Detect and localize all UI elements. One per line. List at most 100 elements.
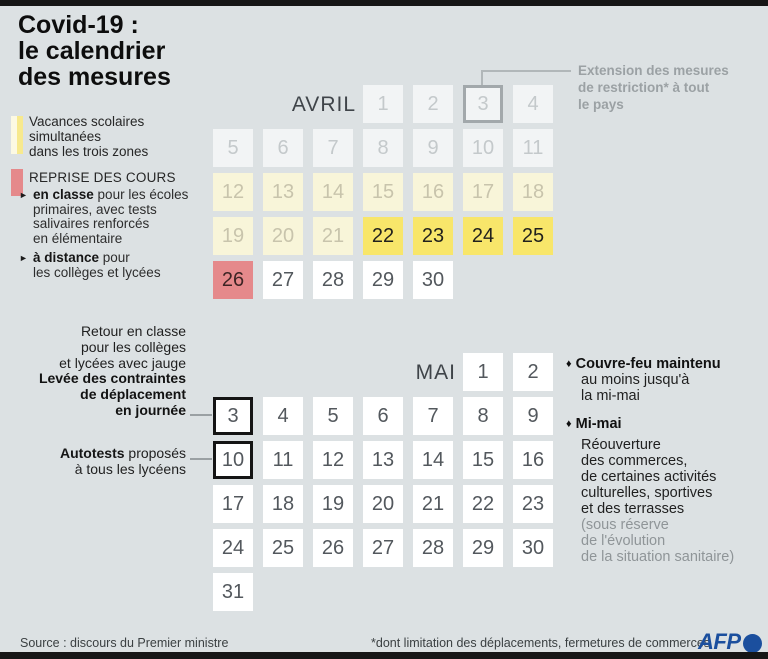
legend-bullet-a-distance: à distance pour les collèges et lycées bbox=[33, 250, 203, 280]
annotation-extension-mesures: Extension des mesures de restriction* à … bbox=[578, 62, 763, 113]
april-calendar-cell-12: 12 bbox=[213, 173, 253, 211]
april-calendar-cell-8: 8 bbox=[363, 129, 403, 167]
mai-calendar-cell-18: 18 bbox=[263, 485, 303, 523]
note-bold: Mi-mai bbox=[575, 416, 622, 432]
annotation-line: Extension des mesures bbox=[578, 63, 729, 78]
bullet-bold: en classe bbox=[33, 187, 94, 202]
mai-calendar-cell-24: 24 bbox=[213, 529, 253, 567]
annotation-line: le pays bbox=[578, 97, 624, 112]
april-calendar-cell-6: 6 bbox=[263, 129, 303, 167]
mai-calendar-cell-8: 8 bbox=[463, 397, 503, 435]
april-calendar-cell-10: 10 bbox=[463, 129, 503, 167]
april-calendar-cell-28: 28 bbox=[313, 261, 353, 299]
legend-line: dans les trois zones bbox=[29, 144, 149, 159]
annotation-line: de déplacement bbox=[80, 385, 186, 402]
april-calendar-cell-20: 20 bbox=[263, 217, 303, 255]
april-calendar-cell-17: 17 bbox=[463, 173, 503, 211]
annotation-rest: proposés bbox=[124, 445, 186, 461]
bullet-rest: pour les écoles bbox=[93, 187, 189, 202]
mai-calendar-cell-14: 14 bbox=[413, 441, 453, 479]
bottom-border-bar bbox=[0, 652, 768, 659]
april-calendar-cell-26: 26 bbox=[213, 261, 253, 299]
mai-calendar-cell-1: 1 bbox=[463, 353, 503, 391]
mai-calendar-cell-20: 20 bbox=[363, 485, 403, 523]
annotation-line: et lycées avec jauge bbox=[59, 354, 186, 371]
annotation-line: Autotests proposés bbox=[16, 445, 186, 462]
annotation-bold: Autotests bbox=[59, 445, 125, 461]
april-calendar-grid: 1 2 3 4 5 6 7 8 9 10 11 12 13 14 15 16 17 18 19 20 21 22 23 24 2… bbox=[213, 85, 558, 305]
mai-calendar-cell-5: 5 bbox=[313, 397, 353, 435]
may-3-connector bbox=[190, 414, 212, 416]
bullet-line: en classe pour les écoles bbox=[33, 187, 203, 203]
mai-calendar-cell-31: 31 bbox=[213, 573, 253, 611]
april-calendar-cell-27: 27 bbox=[263, 261, 303, 299]
reprise-color-swatch bbox=[11, 169, 23, 196]
note-line: la mi-mai bbox=[581, 388, 640, 404]
mai-calendar-cell-9: 9 bbox=[513, 397, 553, 435]
bullet-arrow-icon: ► bbox=[19, 190, 28, 200]
footnote: *dont limitation des déplacements, ferme… bbox=[371, 636, 711, 650]
bullet-line: en élémentaire bbox=[33, 231, 123, 247]
april-calendar-cell-4: 4 bbox=[513, 85, 553, 123]
april-calendar-cell-15: 15 bbox=[363, 173, 403, 211]
april-3-connector-vertical bbox=[481, 70, 483, 85]
april-calendar-cell-13: 13 bbox=[263, 173, 303, 211]
mai-calendar-cell-10: 10 bbox=[213, 441, 253, 479]
mai-calendar-cell-2: 2 bbox=[513, 353, 553, 391]
mai-calendar-cell-15: 15 bbox=[463, 441, 503, 479]
april-calendar-cell-3: 3 bbox=[463, 85, 503, 123]
april-calendar-cell-16: 16 bbox=[413, 173, 453, 211]
legend-bullet-en-classe: en classe pour les écoles primaires, ave… bbox=[33, 187, 203, 247]
note-couvre-feu-title: ♦ Couvre-feu maintenu bbox=[566, 356, 764, 372]
mai-calendar-cell-29: 29 bbox=[463, 529, 503, 567]
mai-calendar-cell-21: 21 bbox=[413, 485, 453, 523]
annotation-line: en journée bbox=[115, 401, 186, 418]
april-calendar-cell-7: 7 bbox=[313, 129, 353, 167]
bullet-line: à distance pour bbox=[33, 250, 203, 266]
afp-logo-circle-icon bbox=[742, 633, 762, 653]
mai-calendar-cell-7: 7 bbox=[413, 397, 453, 435]
april-calendar-cell-5: 5 bbox=[213, 129, 253, 167]
legend-reprise-title: REPRISE DES COURS bbox=[29, 170, 176, 185]
april-month-label: AVRIL bbox=[291, 93, 356, 116]
mai-calendar-cell-30: 30 bbox=[513, 529, 553, 567]
mai-calendar-cell-27: 27 bbox=[363, 529, 403, 567]
april-calendar-cell-23: 23 bbox=[413, 217, 453, 255]
legend-line: Vacances scolaires bbox=[29, 114, 145, 129]
mai-calendar-cell-17: 17 bbox=[213, 485, 253, 523]
april-calendar-cell-2: 2 bbox=[413, 85, 453, 123]
mai-calendar-cell-11: 11 bbox=[263, 441, 303, 479]
note-line: et des terrasses bbox=[581, 501, 685, 517]
mai-calendar-cell-16: 16 bbox=[513, 441, 553, 479]
note-line-gray: de la situation sanitaire) bbox=[581, 549, 735, 565]
may-month-label: MAI bbox=[415, 361, 456, 384]
diamond-bullet-icon: ♦ bbox=[566, 358, 572, 370]
annotation-levee-contraintes: Levée des contraintes de déplacement en … bbox=[16, 370, 186, 418]
april-calendar-cell-22: 22 bbox=[363, 217, 403, 255]
annotation-line: à tous les lycéens bbox=[74, 460, 186, 477]
april-calendar-cell-14: 14 bbox=[313, 173, 353, 211]
april-calendar-cell-1: 1 bbox=[363, 85, 403, 123]
vacation-color-swatch bbox=[11, 116, 23, 154]
title-line: le calendrier bbox=[18, 37, 166, 65]
april-calendar-cell-19: 19 bbox=[213, 217, 253, 255]
annotation-line: Retour en classe bbox=[80, 323, 186, 339]
bullet-arrow-icon: ► bbox=[19, 253, 28, 263]
mai-calendar-cell-19: 19 bbox=[313, 485, 353, 523]
mai-calendar-cell-12: 12 bbox=[313, 441, 353, 479]
mai-calendar-cell-6: 6 bbox=[363, 397, 403, 435]
right-notes-column: ♦ Couvre-feu maintenu au moins jusqu'à la… bbox=[566, 356, 764, 565]
april-calendar-cell-29: 29 bbox=[363, 261, 403, 299]
annotation-autotests: Autotests proposés à tous les lycéens bbox=[16, 445, 186, 478]
mai-calendar-cell-3: 3 bbox=[213, 397, 253, 435]
mai-calendar-cell-13: 13 bbox=[363, 441, 403, 479]
annotation-line: pour les collèges bbox=[80, 338, 186, 355]
bullet-rest: pour bbox=[99, 250, 130, 265]
april-calendar-cell-21: 21 bbox=[313, 217, 353, 255]
april-calendar-cell-11: 11 bbox=[513, 129, 553, 167]
page-title: Covid-19 : le calendrier des mesures bbox=[18, 12, 171, 90]
legend-vacances: Vacances scolaires simultanées dans les … bbox=[29, 114, 148, 159]
april-calendar-cell-24: 24 bbox=[463, 217, 503, 255]
diamond-bullet-icon: ♦ bbox=[566, 418, 572, 430]
